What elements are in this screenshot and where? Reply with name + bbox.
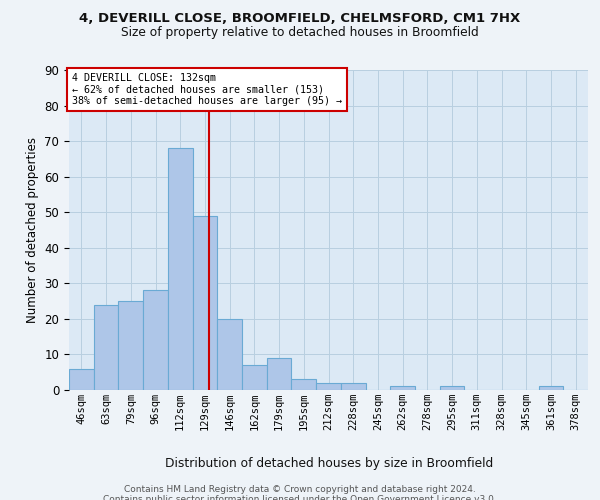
Bar <box>69 368 94 390</box>
Text: Contains HM Land Registry data © Crown copyright and database right 2024.: Contains HM Land Registry data © Crown c… <box>124 485 476 494</box>
Bar <box>539 386 563 390</box>
Bar <box>341 383 365 390</box>
Bar <box>267 358 292 390</box>
Bar <box>440 386 464 390</box>
Bar <box>292 380 316 390</box>
Bar <box>242 365 267 390</box>
Text: 4, DEVERILL CLOSE, BROOMFIELD, CHELMSFORD, CM1 7HX: 4, DEVERILL CLOSE, BROOMFIELD, CHELMSFOR… <box>79 12 521 24</box>
Text: 4 DEVERILL CLOSE: 132sqm
← 62% of detached houses are smaller (153)
38% of semi-: 4 DEVERILL CLOSE: 132sqm ← 62% of detach… <box>71 73 341 106</box>
Bar <box>217 319 242 390</box>
Bar <box>390 386 415 390</box>
Bar <box>143 290 168 390</box>
Bar <box>94 304 118 390</box>
Text: Size of property relative to detached houses in Broomfield: Size of property relative to detached ho… <box>121 26 479 39</box>
Y-axis label: Number of detached properties: Number of detached properties <box>26 137 39 323</box>
Text: Contains public sector information licensed under the Open Government Licence v3: Contains public sector information licen… <box>103 495 497 500</box>
Text: Distribution of detached houses by size in Broomfield: Distribution of detached houses by size … <box>164 458 493 470</box>
Bar <box>118 301 143 390</box>
Bar <box>316 383 341 390</box>
Bar <box>193 216 217 390</box>
Bar <box>168 148 193 390</box>
